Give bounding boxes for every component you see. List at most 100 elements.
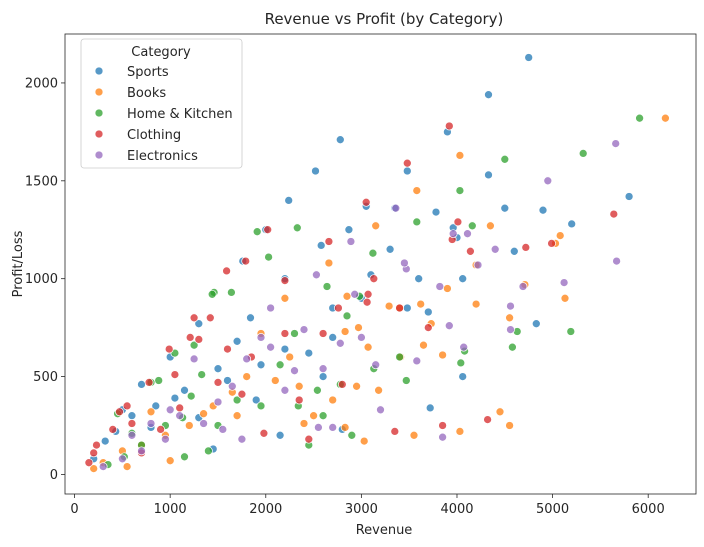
data-point [438, 421, 447, 430]
data-point [624, 192, 634, 201]
legend-label: Home & Kitchen [127, 107, 233, 122]
data-point [395, 303, 404, 313]
data-point [311, 166, 320, 176]
data-point [455, 186, 465, 195]
data-point [524, 53, 534, 62]
data-point [423, 307, 433, 317]
data-point [352, 381, 361, 391]
chart-title: Revenue vs Profit (by Category) [265, 10, 504, 28]
data-point [227, 288, 236, 297]
y-tick-label: 1000 [25, 272, 58, 287]
data-point [400, 258, 409, 268]
legend-title: Category [131, 45, 191, 60]
data-point [285, 352, 295, 362]
data-point [390, 427, 400, 436]
data-point [402, 303, 412, 313]
data-point [409, 430, 419, 440]
data-point [122, 401, 132, 411]
legend-box [80, 38, 243, 169]
data-point [294, 381, 304, 391]
data-point [263, 225, 273, 235]
data-point [304, 434, 314, 444]
data-point [170, 393, 180, 403]
data-point [213, 364, 223, 374]
data-point [324, 237, 334, 246]
data-point [495, 407, 505, 417]
data-point [609, 209, 619, 219]
data-point [318, 364, 328, 374]
data-point [156, 425, 165, 434]
data-point [122, 462, 132, 471]
data-point [232, 411, 242, 421]
y-tick-label: 2000 [25, 76, 58, 91]
data-point [189, 313, 199, 323]
x-axis-ticks: 0 1000 2000 3000 4000 5000 6000 [70, 494, 665, 517]
data-point [115, 407, 124, 417]
data-point [521, 243, 531, 252]
data-point [127, 419, 137, 428]
legend-label: Books [127, 86, 166, 101]
data-point [280, 385, 290, 395]
data-point [506, 301, 515, 311]
data-point [264, 252, 273, 262]
data-point [559, 278, 569, 287]
data-point [344, 225, 354, 235]
data-point [92, 440, 101, 450]
data-point [232, 336, 242, 346]
data-points [84, 53, 670, 473]
data-point [165, 456, 175, 466]
data-point [395, 352, 404, 362]
data-point [423, 323, 433, 332]
series-electronics [98, 139, 621, 471]
data-point [292, 223, 302, 233]
data-point [199, 409, 208, 419]
data-point [335, 135, 345, 145]
data-point [483, 415, 492, 424]
series-clothing [84, 121, 619, 468]
data-point [459, 342, 469, 352]
data-point [184, 421, 194, 430]
data-point [118, 454, 127, 464]
data-point [453, 217, 463, 227]
data-point [137, 446, 146, 456]
data-point [661, 113, 670, 123]
data-point [357, 333, 366, 342]
data-point [290, 366, 299, 376]
data-point [414, 274, 424, 284]
data-point [316, 241, 326, 250]
legend-marker [94, 108, 104, 118]
x-tick-label: 3000 [345, 502, 378, 517]
y-tick-label: 0 [50, 468, 58, 483]
data-point [318, 411, 328, 421]
data-point [213, 378, 223, 387]
legend: Category Sports Books Home & Kitchen Clothi… [80, 38, 243, 169]
data-point [354, 323, 363, 332]
data-point [438, 350, 447, 360]
x-tick-label: 6000 [632, 502, 665, 517]
data-point [222, 266, 231, 276]
data-point [560, 293, 570, 303]
data-point [312, 270, 321, 280]
data-point [384, 301, 394, 311]
data-point [299, 419, 309, 428]
legend-marker [94, 150, 104, 160]
data-point [309, 411, 318, 421]
data-point [164, 344, 174, 354]
data-point [374, 385, 383, 395]
y-axis-label: Profit/Loss [11, 230, 26, 297]
data-point [270, 376, 280, 385]
data-point [280, 293, 290, 303]
data-point [170, 370, 180, 379]
x-axis-label: Revenue [356, 523, 413, 538]
data-point [340, 327, 350, 336]
data-point [89, 464, 99, 473]
data-point [108, 425, 118, 434]
data-point [256, 333, 266, 342]
data-point [194, 319, 204, 329]
data-point [328, 423, 338, 432]
data-point [543, 176, 553, 186]
data-point [161, 434, 170, 444]
data-point [207, 289, 217, 299]
data-point [444, 121, 454, 131]
